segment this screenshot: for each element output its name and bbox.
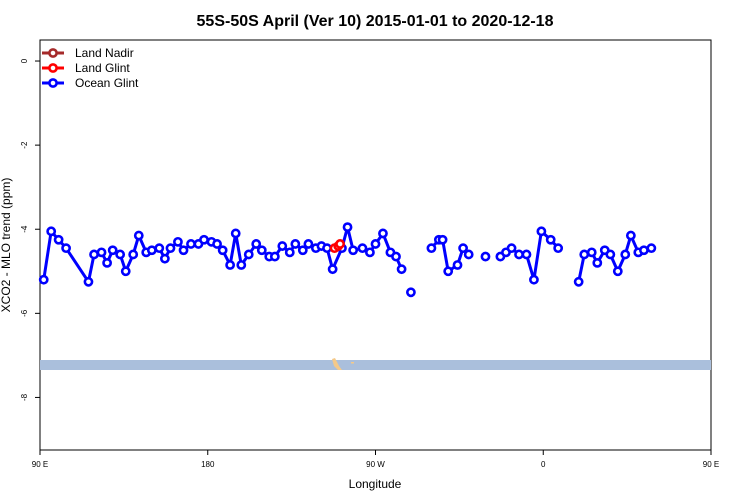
ocean-glint-point [297,245,308,256]
y-axis: 0 -2 -4 -6 -8 [20,58,40,401]
y-axis-label: XCO2 - MLO trend (ppm) [0,178,13,313]
ocean-glint-point [426,243,437,254]
ocean-glint-point [406,287,416,298]
ocean-glint-point [586,247,597,258]
ocean-glint-point [639,245,649,256]
ocean-glint-point [536,226,547,237]
ocean-glint-point [284,247,295,258]
ocean-glint-point [102,257,112,268]
ocean-glint-point [437,234,448,245]
ocean-glint-point [521,249,532,260]
x-axis: 90 E 180 90 W 0 90 E [32,450,719,469]
ocean-glint-point [553,243,564,254]
ocean-glint-point [463,249,474,260]
ocean-glint-point [83,276,94,287]
ocean-glint-point [303,239,314,249]
ocean-glint-point [115,249,126,260]
y-tick-label: -2 [20,141,29,149]
ocean-glint-point [53,234,64,245]
ocean-glint-point [236,260,247,270]
ocean-glint-point [342,222,353,233]
ocean-glint-point [154,243,165,254]
x-tick-label: 90 W [366,460,385,469]
ocean-glint-point [120,266,131,277]
ocean-glint-point [612,266,623,277]
ocean-glint-point [646,243,657,254]
ocean-glint-point [243,249,254,260]
ocean-glint-point [458,243,469,254]
series-layer [38,222,657,298]
ocean-glint-point [579,249,590,260]
ocean-glint-point [529,274,539,285]
ocean-glint-point [545,234,556,245]
ocean-glint-point [251,239,262,249]
ocean-glint-point [396,264,407,275]
ocean-glint-point [592,257,603,268]
land-glint-point [335,239,345,249]
x-tick-label: 90 E [32,460,48,469]
ocean-glint-point [378,228,388,239]
ocean-glint-point [178,245,189,256]
ocean-glint-point [327,264,338,275]
ocean-glint-point [38,274,49,285]
ocean-glint-point [348,245,359,256]
ocean-glint-point [443,266,454,277]
ocean-glint-point [357,243,368,254]
y-tick-label: -6 [20,309,29,317]
legend-marker-ocean-glint [48,78,58,88]
ocean-glint-point [290,239,301,249]
ocean-glint-point [452,260,463,270]
y-tick-label: -8 [20,393,29,401]
ocean-glint-point [217,245,228,256]
ocean-glint-point [186,239,196,249]
land-strip-dot [351,362,354,364]
ocean-glint-point [212,239,222,249]
ocean-glint-point [573,276,584,287]
ocean-glint-point [133,230,144,241]
x-tick-label: 180 [201,460,215,469]
ocean-glint-point [146,245,157,256]
ocean-glint-point [107,245,118,256]
ocean-glint-point [89,249,99,260]
ocean-glint-point [96,247,107,258]
ocean-glint-point [605,249,616,260]
terrain-strip [40,358,711,370]
ocean-glint-point [370,239,381,249]
ocean-glint-point [506,243,517,254]
x-tick-label: 90 E [703,460,719,469]
ocean-glint-point [625,230,636,241]
ocean-strip [40,360,711,370]
ocean-glint-point [322,243,332,254]
x-tick-label: 0 [541,460,546,469]
legend-label-land-nadir: Land Nadir [75,46,134,60]
ocean-glint-point [480,251,491,262]
ocean-glint-point [61,243,71,254]
legend-marker-land-glint [48,63,58,73]
ocean-glint-point [230,228,241,239]
land-strip [332,358,342,370]
ocean-glint-point [391,251,401,262]
ocean-glint-point [225,260,236,270]
ocean-glint-point [165,243,176,254]
legend-label-ocean-glint: Ocean Glint [75,76,139,90]
ocean-glint-point [159,253,170,264]
legend-marker-land-nadir [48,48,58,58]
ocean-glint-point [46,226,57,237]
ocean-glint-point [256,245,267,256]
ocean-glint-point [620,249,631,260]
y-tick-label: 0 [20,58,29,63]
chart-title: 55S-50S April (Ver 10) 2015-01-01 to 202… [197,13,554,30]
ocean-glint-point [173,236,183,247]
ocean-glint-point [514,249,524,260]
x-axis-label: Longitude [349,477,402,491]
ocean-glint-point [269,251,280,262]
legend-label-land-glint: Land Glint [75,61,130,75]
y-tick-label: -4 [20,225,29,233]
ocean-glint-point [199,234,209,245]
ocean-glint-point [128,249,139,260]
ocean-glint-point [277,241,288,251]
ocean-glint-point [365,247,375,258]
